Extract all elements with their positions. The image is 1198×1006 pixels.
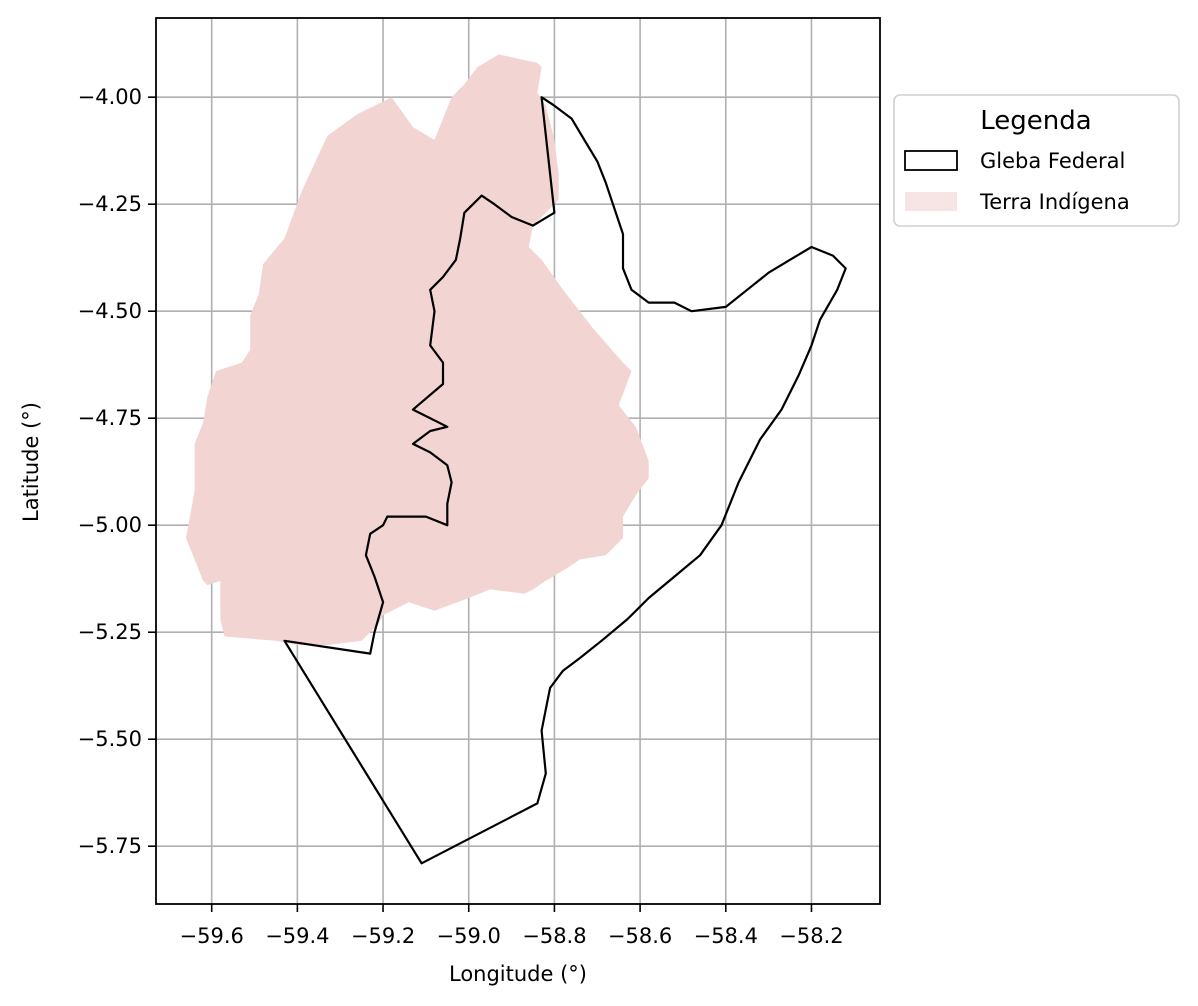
terra-indigena-polygon bbox=[186, 54, 649, 645]
y-tick-label: −4.50 bbox=[78, 299, 142, 323]
gleba-federal-polygon bbox=[283, 96, 847, 865]
axis-ticks: −59.6 −59.4 −59.2 −59.0 −58.8 −58.6 −58.4 −58.2… bbox=[78, 85, 844, 948]
x-tick-label: −58.8 bbox=[522, 924, 586, 948]
y-tick-label: −5.25 bbox=[78, 620, 142, 644]
x-axis-label: Longitude (°) bbox=[449, 962, 587, 986]
x-tick-label: −59.2 bbox=[351, 924, 415, 948]
x-tick-label: −59.4 bbox=[265, 924, 329, 948]
legend-title: Legenda bbox=[980, 106, 1091, 136]
legend-label-terra-indigena: Terra Indígena bbox=[979, 190, 1130, 214]
y-tick-label: −4.00 bbox=[78, 85, 142, 109]
y-tick-label: −5.50 bbox=[78, 727, 142, 751]
map-layers bbox=[186, 54, 847, 865]
x-tick-label: −59.6 bbox=[180, 924, 244, 948]
legend-swatch-gleba-federal bbox=[904, 150, 958, 171]
x-tick-label: −58.2 bbox=[779, 924, 843, 948]
x-tick-label: −58.4 bbox=[694, 924, 758, 948]
y-tick-label: −4.25 bbox=[78, 192, 142, 216]
y-tick-label: −5.00 bbox=[78, 513, 142, 537]
y-axis-label: Latitude (°) bbox=[19, 402, 43, 522]
x-tick-label: −59.0 bbox=[437, 924, 501, 948]
legend: Legenda Gleba Federal Terra Indígena bbox=[893, 94, 1180, 227]
legend-swatch-terra-indigena bbox=[905, 192, 957, 211]
x-tick-label: −58.6 bbox=[608, 924, 672, 948]
legend-box bbox=[893, 94, 1180, 227]
y-tick-label: −4.75 bbox=[78, 406, 142, 430]
y-tick-label: −5.75 bbox=[78, 834, 142, 858]
legend-label-gleba-federal: Gleba Federal bbox=[980, 149, 1125, 173]
axes-frame bbox=[155, 17, 881, 905]
